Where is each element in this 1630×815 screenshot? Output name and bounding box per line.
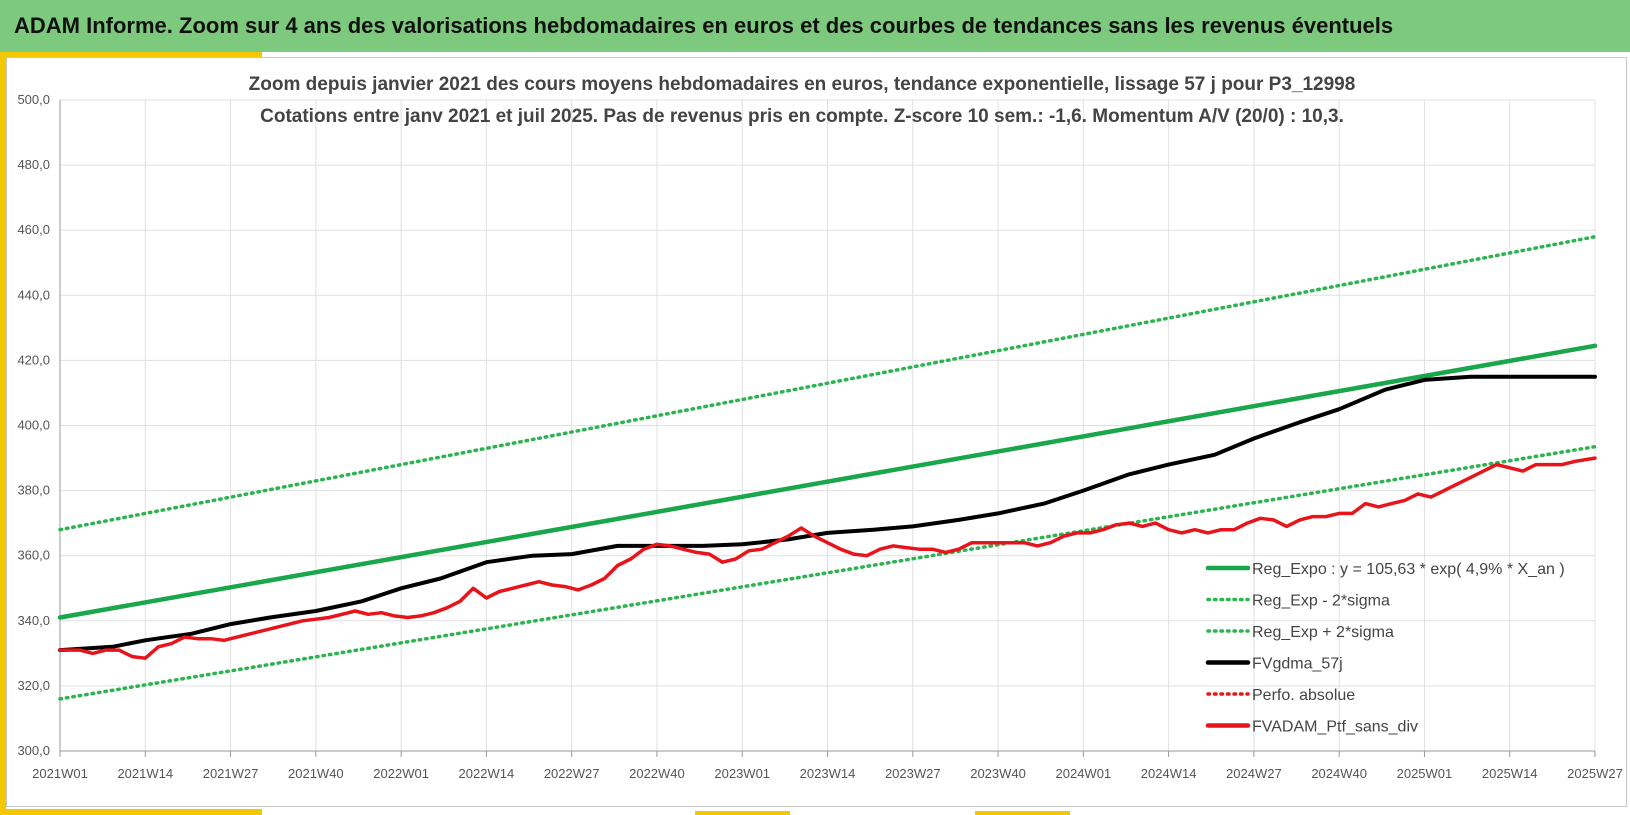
x-tick-label: 2024W14 [1141, 766, 1197, 781]
accent-bar-top [0, 52, 262, 57]
accent-bar-bottom [0, 809, 262, 815]
x-tick-label: 2023W01 [714, 766, 770, 781]
smoothed-line [58, 374, 1597, 653]
y-tick-label: 500,0 [17, 92, 50, 107]
y-tick-label: 340,0 [17, 613, 50, 628]
x-tick-label: 2025W27 [1567, 766, 1623, 781]
x-tick-label: 2023W40 [970, 766, 1026, 781]
y-tick-label: 300,0 [17, 743, 50, 758]
legend-label: FVgdma_57j [1252, 656, 1343, 673]
y-axis-ticks: 300,0 320,0 340,0 360,0 380,0 400,0 420,0 440,0… [17, 92, 50, 758]
accent-bar-bottom-mid-2 [975, 811, 1070, 815]
legend-label: FVADAM_Ptf_sans_div [1252, 719, 1418, 736]
legend-label: Reg_Expo : y = 105,63 * exp( 4,9% * X_an… [1252, 561, 1565, 578]
y-tick-label: 360,0 [17, 548, 50, 563]
x-tick-label: 2023W27 [885, 766, 941, 781]
x-tick-label: 2022W01 [373, 766, 429, 781]
x-tick-label: 2021W01 [32, 766, 88, 781]
upper-band-line [58, 234, 1597, 532]
y-tick-label: 420,0 [17, 352, 50, 367]
x-tick-label: 2021W40 [288, 766, 344, 781]
y-tick-label: 400,0 [17, 418, 50, 433]
series-group [57, 234, 1598, 701]
x-tick-label: 2025W01 [1397, 766, 1453, 781]
chart-legend: Reg_Expo : y = 105,63 * exp( 4,9% * X_an… [1205, 561, 1565, 736]
legend-label: Perfo. absolue [1252, 687, 1355, 704]
x-axis-ticks: 2021W01 2021W14 2021W27 2021W40 2022W01 2022W… [32, 766, 1623, 781]
chart-title-line-1: Zoom depuis janvier 2021 des cours moyen… [249, 74, 1356, 95]
x-tick-label: 2021W14 [117, 766, 173, 781]
y-tick-label: 480,0 [17, 157, 50, 172]
x-tick-label: 2022W27 [544, 766, 600, 781]
x-tick-label: 2024W40 [1311, 766, 1367, 781]
accent-bar-left [0, 52, 6, 815]
legend-label: Reg_Exp - 2*sigma [1252, 593, 1390, 610]
y-tick-label: 320,0 [17, 678, 50, 693]
lower-band-line [58, 444, 1597, 701]
x-tick-label: 2022W40 [629, 766, 685, 781]
x-tick-label: 2023W14 [800, 766, 856, 781]
chart-title-line-2: Cotations entre janv 2021 et juil 2025. … [260, 106, 1344, 127]
x-tick-label: 2024W27 [1226, 766, 1282, 781]
trend-line [57, 343, 1598, 620]
chart-frame [6, 57, 1627, 807]
legend-label: Reg_Exp + 2*sigma [1252, 624, 1394, 641]
x-tick-label: 2021W27 [203, 766, 259, 781]
accent-bar-bottom-mid-1 [695, 811, 790, 815]
y-tick-label: 440,0 [17, 287, 50, 302]
y-tick-label: 380,0 [17, 483, 50, 498]
x-tick-label: 2022W14 [459, 766, 515, 781]
x-tick-label: 2025W14 [1482, 766, 1538, 781]
price-line [58, 456, 1597, 660]
grid-lines [59, 99, 1596, 757]
x-tick-label: 2024W01 [1056, 766, 1112, 781]
report-banner: ADAM Informe. Zoom sur 4 ans des valoris… [0, 0, 1630, 52]
y-tick-label: 460,0 [17, 222, 50, 237]
report-title: ADAM Informe. Zoom sur 4 ans des valoris… [14, 13, 1394, 38]
